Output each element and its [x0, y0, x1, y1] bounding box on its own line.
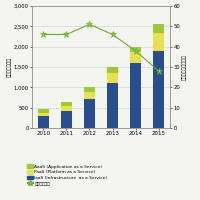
Bar	[61, 106, 72, 111]
Legend: AaaS (Application as a Service), PaaS (Platform as a Service), IaaS (Infrastruct: AaaS (Application as a Service), PaaS (P…	[27, 164, 107, 186]
Bar	[84, 87, 95, 92]
Y-axis label: 前年比成長率（％）: 前年比成長率（％）	[182, 54, 187, 80]
Bar	[84, 92, 95, 99]
Bar	[107, 67, 118, 73]
Bar	[153, 33, 164, 51]
Bar	[130, 52, 141, 63]
Bar	[38, 109, 49, 113]
Bar	[107, 83, 118, 128]
Bar	[130, 47, 141, 52]
Y-axis label: 売上高（億円）: 売上高（億円）	[7, 57, 12, 77]
Bar	[61, 111, 72, 128]
Bar	[153, 51, 164, 128]
Bar	[153, 24, 164, 33]
Bar	[130, 63, 141, 128]
Bar	[61, 102, 72, 106]
Bar	[38, 116, 49, 128]
Bar	[38, 113, 49, 116]
Bar	[84, 99, 95, 128]
Bar	[107, 73, 118, 83]
